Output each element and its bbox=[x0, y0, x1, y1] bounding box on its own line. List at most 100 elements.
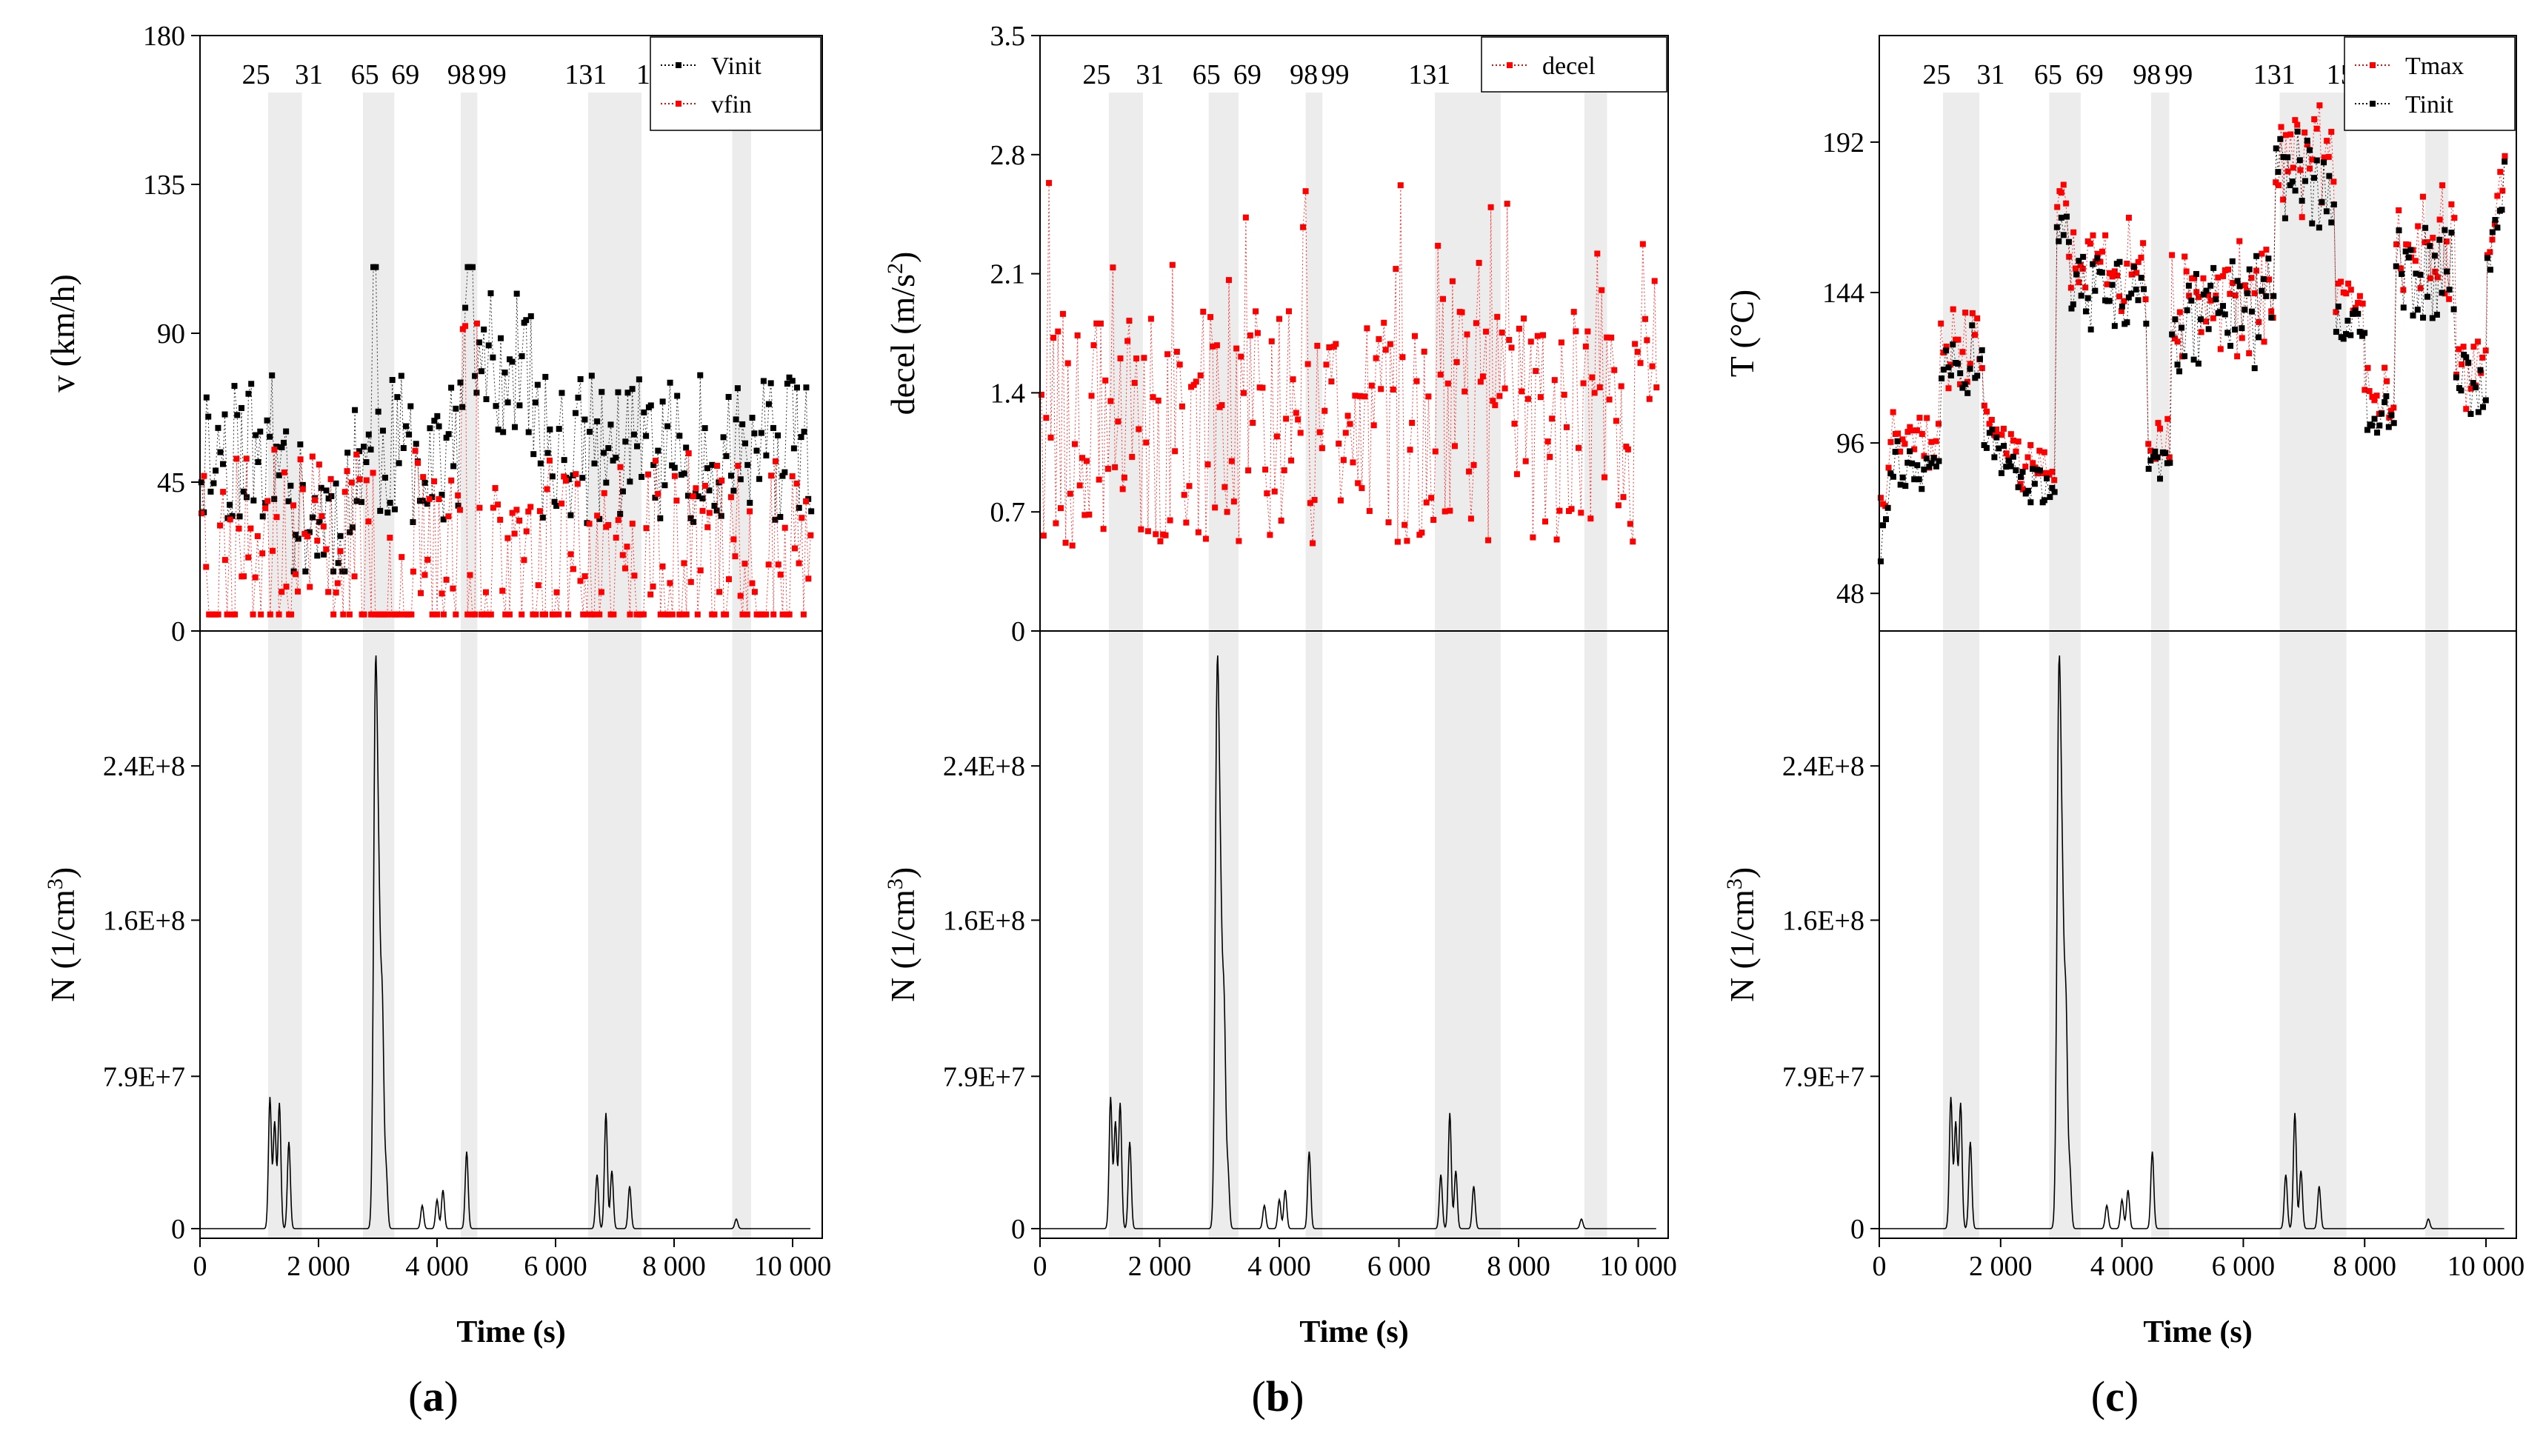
data-point bbox=[509, 358, 516, 365]
data-point bbox=[1059, 310, 1066, 317]
event-number: 69 bbox=[391, 59, 419, 90]
data-point bbox=[1047, 434, 1054, 441]
data-point bbox=[410, 518, 416, 525]
data-point bbox=[1423, 499, 1430, 506]
data-point bbox=[617, 510, 624, 517]
data-point bbox=[1902, 441, 1908, 447]
data-point bbox=[2138, 254, 2144, 261]
data-point bbox=[2436, 236, 2443, 243]
data-point bbox=[598, 589, 604, 595]
data-point bbox=[2321, 159, 2327, 166]
data-point bbox=[655, 447, 661, 454]
data-point bbox=[1394, 538, 1401, 545]
data-point bbox=[1190, 381, 1197, 388]
data-point bbox=[219, 461, 226, 467]
data-point bbox=[1890, 409, 1896, 415]
data-point bbox=[1071, 441, 1078, 447]
data-point bbox=[687, 578, 694, 585]
data-point bbox=[2487, 249, 2493, 256]
data-point bbox=[1179, 403, 1185, 410]
data-point bbox=[1933, 438, 1939, 444]
data-point bbox=[2200, 291, 2207, 298]
data-point bbox=[2230, 279, 2236, 286]
data-point bbox=[2179, 324, 2185, 331]
data-point bbox=[309, 514, 316, 521]
data-point bbox=[1326, 344, 1333, 350]
data-point bbox=[741, 561, 748, 567]
data-point bbox=[1909, 427, 1916, 434]
data-point bbox=[2068, 305, 2075, 312]
data-point bbox=[1397, 182, 1404, 189]
data-point bbox=[2442, 227, 2448, 233]
data-point bbox=[1157, 538, 1164, 544]
data-point bbox=[2013, 467, 2019, 473]
a-bottom-x-axis: 0 2 000 4 000 6 000 8 000 10 000 Time (s) bbox=[193, 1238, 831, 1349]
data-point bbox=[373, 264, 379, 270]
data-point bbox=[556, 426, 562, 433]
data-point bbox=[333, 480, 339, 487]
event-number: 99 bbox=[479, 59, 507, 90]
event-number: 131 bbox=[2253, 59, 2296, 90]
data-point bbox=[631, 572, 638, 579]
data-point bbox=[664, 423, 671, 430]
data-point bbox=[2229, 258, 2236, 264]
data-point bbox=[1359, 485, 1365, 492]
data-point bbox=[1310, 540, 1316, 547]
event-band bbox=[1305, 631, 1323, 1238]
data-point bbox=[1947, 373, 1954, 379]
data-point bbox=[2138, 275, 2144, 281]
data-point bbox=[1402, 521, 1408, 528]
data-point bbox=[1988, 416, 1995, 423]
data-point bbox=[1143, 439, 1150, 446]
data-point bbox=[481, 326, 487, 333]
data-point bbox=[711, 502, 718, 509]
data-point bbox=[2256, 334, 2262, 341]
data-point bbox=[259, 513, 266, 520]
data-point bbox=[2169, 331, 2176, 338]
data-point bbox=[2227, 342, 2234, 349]
event-number: 98 bbox=[1290, 59, 1318, 90]
data-point bbox=[245, 390, 252, 397]
data-point bbox=[2232, 292, 2239, 298]
y-axis-title: v (km/h) bbox=[44, 274, 81, 393]
data-point bbox=[2345, 280, 2352, 287]
data-point bbox=[1604, 334, 1610, 341]
data-point bbox=[391, 506, 398, 512]
data-point bbox=[1169, 261, 1176, 268]
data-point bbox=[2133, 286, 2139, 293]
y-axis-title: N (1/cm3) bbox=[43, 867, 82, 1002]
data-point bbox=[1945, 364, 1952, 371]
data-point bbox=[1278, 517, 1284, 524]
data-point bbox=[1314, 342, 1321, 349]
data-point bbox=[516, 402, 523, 409]
data-point bbox=[1141, 355, 1147, 361]
data-point bbox=[2347, 287, 2354, 293]
data-point bbox=[464, 611, 471, 618]
data-point bbox=[2374, 430, 2381, 436]
data-point bbox=[288, 611, 295, 618]
event-number: 98 bbox=[447, 59, 476, 90]
data-point bbox=[1902, 483, 1909, 490]
data-point bbox=[2015, 438, 2022, 445]
data-point bbox=[370, 470, 376, 476]
data-point bbox=[2054, 204, 2061, 210]
data-point bbox=[2282, 132, 2289, 138]
data-point bbox=[334, 580, 341, 587]
data-point bbox=[2003, 450, 2010, 457]
data-point bbox=[1955, 336, 1962, 343]
data-point bbox=[2099, 248, 2105, 255]
data-point bbox=[636, 376, 642, 383]
data-point bbox=[601, 450, 607, 456]
y-tick-label: 7.9E+7 bbox=[103, 1061, 185, 1092]
data-point bbox=[358, 498, 364, 505]
data-point bbox=[615, 389, 621, 395]
data-point bbox=[1618, 383, 1624, 390]
data-point bbox=[1880, 522, 1887, 529]
data-point bbox=[661, 482, 668, 489]
data-point bbox=[448, 477, 455, 484]
data-point bbox=[2355, 299, 2362, 306]
data-point bbox=[1527, 338, 1534, 345]
data-point bbox=[2451, 215, 2458, 221]
data-point bbox=[2176, 368, 2183, 375]
data-point bbox=[1938, 320, 1944, 327]
